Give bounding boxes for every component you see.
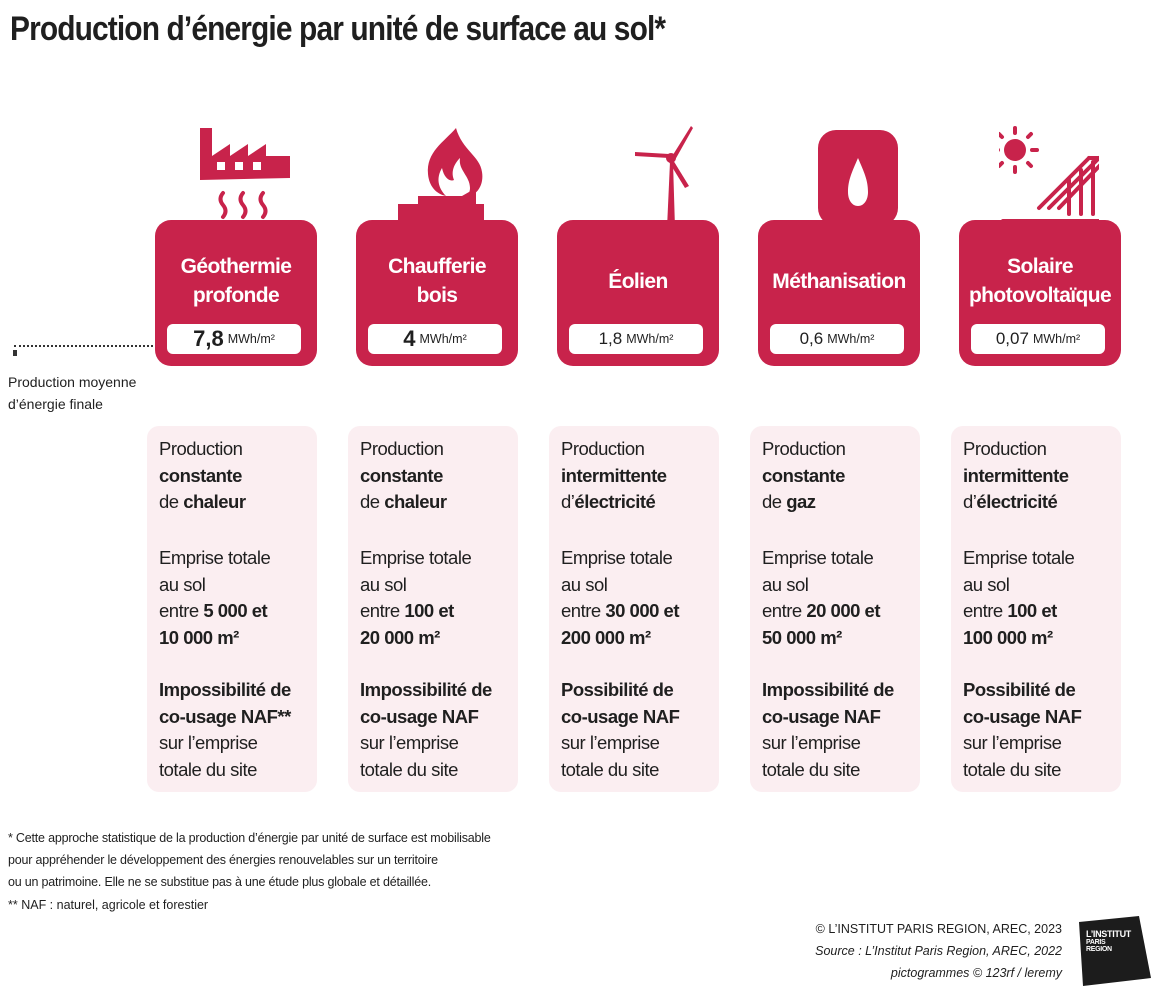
value-number: 1,8 bbox=[598, 329, 623, 348]
copyright: © L’INSTITUT PARIS REGION, AREC, 2023 bbox=[815, 922, 1062, 936]
source-name: Méthanisation bbox=[772, 270, 906, 293]
value-box: 1,8 MWh/m² bbox=[569, 324, 703, 354]
page-title: Production d’énergie par unité de surfac… bbox=[10, 10, 666, 48]
value-unit: MWh/m² bbox=[227, 332, 275, 346]
source-name: Solaire photovoltaïque bbox=[968, 255, 1112, 307]
value-unit: MWh/m² bbox=[1032, 332, 1081, 346]
solar-panel-icon bbox=[999, 126, 1099, 223]
wind-turbine-icon bbox=[635, 126, 693, 228]
value-unit: MWh/m² bbox=[419, 332, 467, 346]
info-panel: Production constante de chaleur Emprise to… bbox=[147, 426, 317, 792]
info-panel: Production constante de gaz Emprise totale… bbox=[750, 426, 920, 792]
value-box: 0,07 MWh/m² bbox=[971, 324, 1105, 354]
source-card: Éolien 1,8 MWh/m² bbox=[557, 220, 719, 366]
pictogram-credit: pictogrammes © 123rf / leremy bbox=[890, 966, 1062, 980]
source-card: Solaire photovoltaïque 0,07 MWh/m² bbox=[959, 220, 1121, 366]
info-panel: Production intermittente d’électricité Emp… bbox=[951, 426, 1121, 792]
value-number: 0,6 bbox=[799, 329, 824, 348]
institut-logo: L’INSTITUT PARIS REGION bbox=[1079, 916, 1151, 986]
info-panel: Production intermittente d’électricité Emp… bbox=[549, 426, 719, 792]
value-unit: MWh/m² bbox=[827, 332, 875, 346]
value-number: 4 bbox=[403, 326, 416, 351]
value-number: 7,8 bbox=[193, 326, 224, 351]
source-credit: Source : L’Institut Paris Region, AREC, … bbox=[815, 944, 1062, 958]
gas-flame-icon bbox=[818, 130, 898, 226]
info-panel: Production constante de chaleur Emprise to… bbox=[348, 426, 518, 792]
wood-fire-icon bbox=[398, 128, 484, 226]
credits: © L’INSTITUT PARIS REGION, AREC, 2023 So… bbox=[815, 918, 1062, 984]
source-card: Méthanisation 0,6 MWh/m² bbox=[758, 220, 920, 366]
average-label: Production moyenne d’énergie finale bbox=[8, 374, 137, 412]
value-unit: MWh/m² bbox=[626, 332, 674, 346]
average-dotted-line bbox=[14, 345, 169, 347]
value-box: 0,6 MWh/m² bbox=[770, 324, 904, 354]
value-number: 0,07 bbox=[995, 329, 1029, 348]
footnote: * Cette approche statistique de la produ… bbox=[8, 831, 491, 889]
factory-heat-icon bbox=[200, 128, 290, 219]
footnote-naf: ** NAF : naturel, agricole et forestier bbox=[8, 898, 209, 912]
source-card: Géothermie profonde 7,8 MWh/m² bbox=[155, 220, 317, 366]
logo-shape bbox=[1079, 916, 1151, 986]
value-box: 7,8 MWh/m² bbox=[167, 324, 301, 354]
value-box: 4 MWh/m² bbox=[368, 324, 502, 354]
source-name: Éolien bbox=[608, 270, 668, 293]
average-marker bbox=[13, 350, 17, 356]
source-name: Chaufferie bois bbox=[388, 255, 486, 307]
source-name: Géothermie profonde bbox=[180, 255, 292, 307]
source-card: Chaufferie bois 4 MWh/m² bbox=[356, 220, 518, 366]
